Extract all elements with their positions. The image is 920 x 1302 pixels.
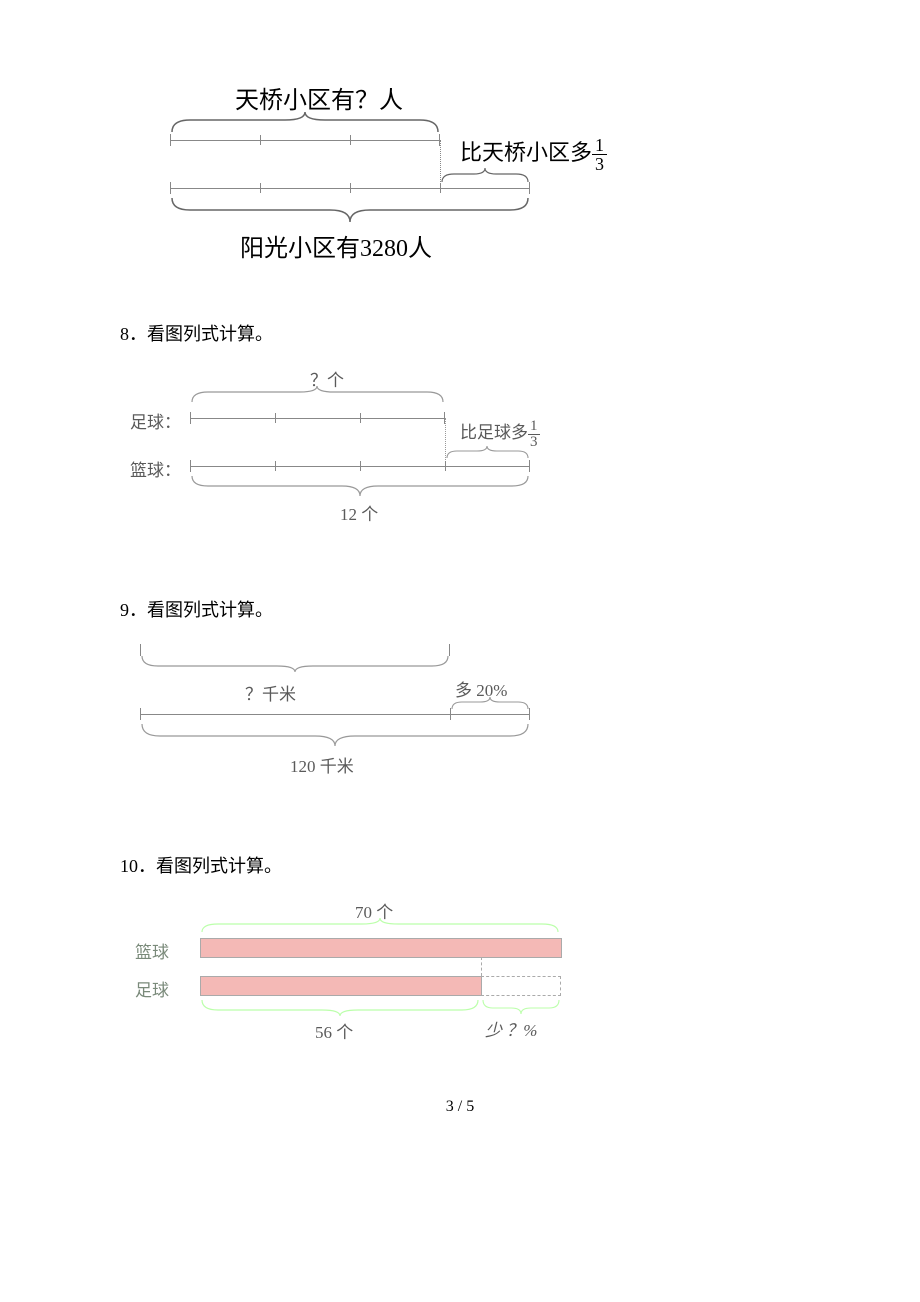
q7-extra-fraction: 13 [592,136,607,173]
q9-top-brace [140,654,450,674]
q7-extra-brace [440,168,530,188]
q10-row2-label: 足球 [135,976,169,1001]
q10-diff-label: 少 ？% [485,1016,537,1041]
q10-bottom-brace [200,998,480,1018]
q8-extra-prefix: 比足球多 [460,423,528,442]
q10-row1-label: 篮球 [135,938,169,963]
q7-bottom-label: 阳光小区有3280人 [240,228,432,263]
diagram-q10: 70 个 篮球 足球 56 个 少 ？% [120,898,800,1058]
q8-extra-fraction: 13 [528,419,540,450]
diagram-q8: ？个 足球： 比足球多13 篮球： [120,366,800,556]
q10-diff-brace [481,998,561,1016]
q7-bottom-brace [170,196,530,226]
q9-unknown: ？千米 [245,680,296,705]
q8-bottom-brace [190,474,530,500]
q8-row1-label: 足球： [130,408,181,433]
q7-top-brace [170,112,440,140]
q10-bar-football [200,976,482,996]
q9-extra-brace [450,697,530,713]
q10-bottom-val: 56 个 [315,1018,353,1043]
q10-bar-basketball [200,938,562,958]
q10-bar-diff [481,976,561,996]
q8-title: 8．看图列式计算。 [120,320,800,346]
q8-top-brace [190,386,445,408]
diagram-q9: ？千米 多 20% 120 千米 [120,642,800,812]
q9-total: 120 千米 [290,752,354,777]
q8-row2-label: 篮球： [130,456,181,481]
page-footer: 3 / 5 [120,1098,800,1116]
q7-top-label: 天桥小区有？人 [235,80,403,115]
q7-extra-prefix: 比天桥小区多 [460,140,592,165]
q8-extra-label: 比足球多13 [460,418,540,450]
q8-extra-brace [445,446,530,464]
q10-title: 10．看图列式计算。 [120,852,800,878]
q9-title: 9．看图列式计算。 [120,596,800,622]
diagram-q7: 天桥小区有？人 比天桥小区多13 [140,80,800,280]
q10-top-brace [200,918,560,936]
q9-bottom-brace [140,722,530,750]
q8-bottom-total: 12 个 [340,500,378,525]
